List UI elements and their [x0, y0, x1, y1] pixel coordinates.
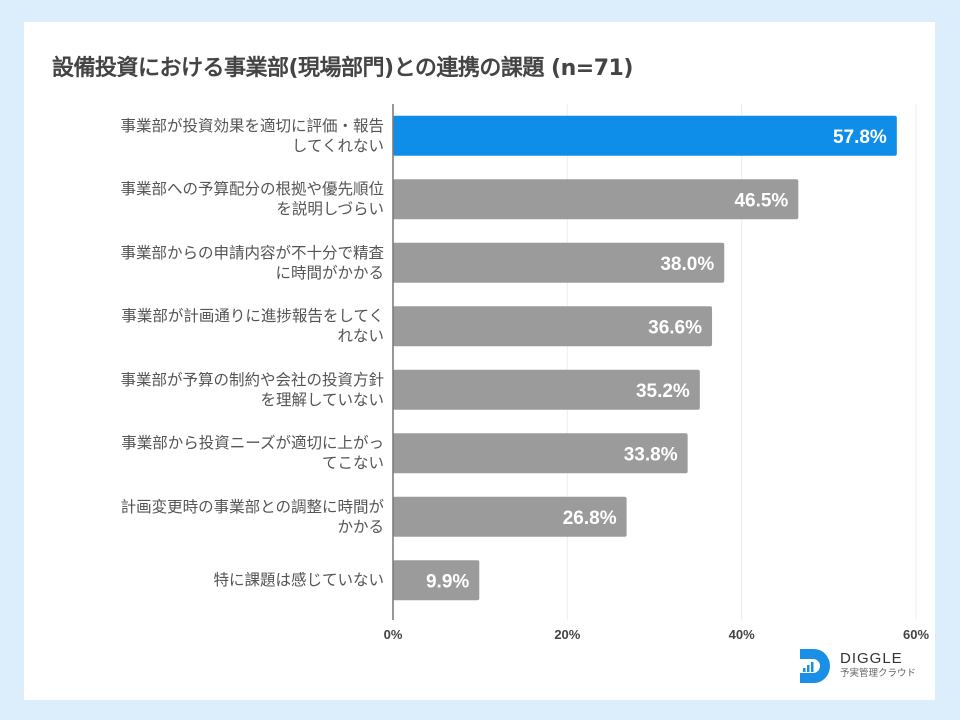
- category-label-line: 事業部が予算の制約や会社の投資方針: [120, 370, 384, 389]
- bar-value-label: 57.8%: [833, 127, 887, 148]
- category-label: 事業部が投資効果を適切に評価・報告 してくれない: [24, 116, 384, 156]
- bar-value-label: 36.6%: [648, 317, 702, 338]
- bar: [393, 115, 897, 156]
- category-label-line: れない: [337, 327, 384, 346]
- category-label-line: かかる: [337, 517, 384, 536]
- bar-value-label: 35.2%: [636, 381, 690, 402]
- category-label-line: 事業部が計画通りに進捗報告をしてく: [121, 307, 384, 326]
- category-label-line: を理解していない: [260, 390, 384, 409]
- bar-value-label: 9.9%: [426, 571, 469, 592]
- bar-value-label: 38.0%: [660, 254, 714, 275]
- category-label-line: 特に課題は感じていない: [213, 571, 384, 590]
- bar: [393, 179, 799, 220]
- category-label-line: してくれない: [291, 136, 384, 155]
- category-label-line: 事業部からの申請内容が不十分で精査: [120, 243, 384, 262]
- bar-value-label: 46.5%: [734, 190, 788, 211]
- brand-name: DIGGLE: [840, 650, 903, 667]
- category-label-line: に時間がかかる: [275, 263, 384, 282]
- bar-value-label: 33.8%: [624, 444, 678, 465]
- category-label: 事業部から投資ニーズが適切に上がっ てこない: [24, 433, 384, 473]
- category-label-line: てこない: [321, 454, 384, 473]
- brand-tagline: 予実管理クラウド: [840, 668, 917, 679]
- bar: [393, 496, 627, 537]
- category-label-line: 事業部が投資効果を適切に評価・報告: [120, 116, 384, 135]
- category-label: 特に課題は感じていない: [24, 570, 384, 590]
- category-label-line: を説明しづらい: [276, 200, 384, 219]
- category-label: 事業部からの申請内容が不十分で精査 に時間がかかる: [24, 243, 384, 283]
- x-tick-label: 40%: [729, 627, 755, 642]
- bar: [393, 560, 480, 601]
- bar-value-label: 26.8%: [563, 508, 617, 529]
- bar: [393, 306, 713, 347]
- category-label: 事業部への予算配分の根拠や優先順位 を説明しづらい: [24, 179, 384, 219]
- diggle-logo: DIGGLE 予実管理クラウド: [800, 649, 916, 683]
- bar: [393, 242, 725, 283]
- x-tick-label: 0%: [384, 627, 403, 642]
- bar: [393, 369, 700, 410]
- x-tick-label: 20%: [554, 627, 580, 642]
- category-label: 事業部が計画通りに進捗報告をしてく れない: [24, 306, 384, 346]
- category-label: 事業部が予算の制約や会社の投資方針 を理解していない: [24, 370, 384, 410]
- diggle-logo-icon: [800, 649, 830, 683]
- chart-title: 設備投資における事業部(現場部門)との連携の課題 (n=71): [52, 56, 633, 81]
- category-label: 計画変更時の事業部との調整に時間が かかる: [24, 497, 384, 537]
- bar: [393, 433, 688, 474]
- category-label-line: 計画変更時の事業部との調整に時間が: [120, 497, 384, 516]
- category-label-line: 事業部から投資ニーズが適切に上がっ: [121, 434, 384, 453]
- category-label-line: 事業部への予算配分の根拠や優先順位: [120, 180, 384, 199]
- x-tick-label: 60%: [903, 627, 929, 642]
